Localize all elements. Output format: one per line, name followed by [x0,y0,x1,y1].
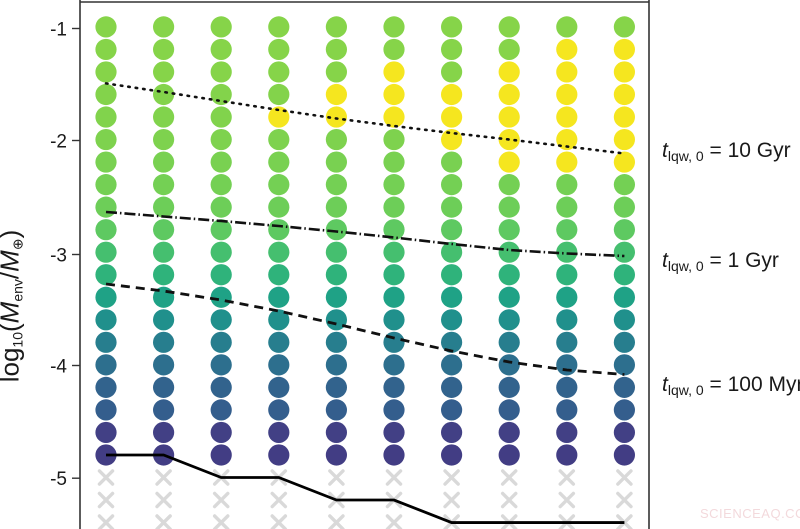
svg-text:-5: -5 [50,469,67,490]
svg-text:-4: -4 [50,357,67,378]
svg-text:-1: -1 [50,20,67,41]
svg-text:-2: -2 [50,132,67,153]
svg-text:-3: -3 [50,246,67,267]
